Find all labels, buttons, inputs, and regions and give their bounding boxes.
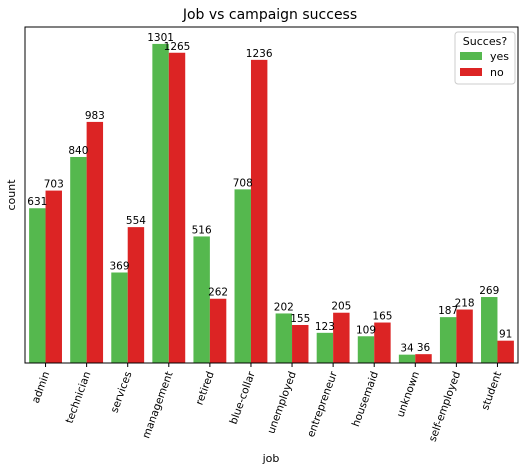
y-axis-label: count: [5, 179, 18, 211]
x-tick-label-blue-collar: blue-collar: [228, 369, 258, 426]
data-label-retired-no: 262: [208, 287, 228, 299]
bar-services-yes: [111, 273, 127, 363]
bar-unknown-no: [415, 354, 431, 363]
bar-self-employed-yes: [440, 317, 456, 363]
data-label-services-yes: 369: [109, 261, 129, 273]
x-tick-label-retired: retired: [194, 370, 217, 407]
x-tick-label-admin: admin: [30, 370, 53, 405]
bar-unemployed-no: [292, 325, 308, 363]
bar-housemaid-yes: [358, 336, 374, 363]
bar-student-yes: [481, 297, 497, 363]
data-label-unemployed-yes: 202: [274, 301, 294, 313]
data-label-unknown-no: 36: [417, 342, 431, 354]
bar-entrepreneur-no: [333, 313, 349, 363]
x-tick-label-student: student: [479, 370, 504, 412]
legend-swatch-no: [460, 68, 482, 76]
x-tick-label-services: services: [109, 370, 135, 415]
legend-swatch-yes: [460, 52, 482, 60]
x-tick-label-self-employed: self-employed: [427, 370, 464, 443]
legend: Succes? yes no: [455, 32, 515, 84]
legend-label-no: no: [490, 66, 504, 79]
data-label-unknown-yes: 34: [400, 343, 414, 355]
data-label-housemaid-yes: 109: [356, 324, 376, 336]
x-tick-label-management: management: [140, 370, 175, 440]
x-tick-label-unemployed: unemployed: [265, 370, 299, 436]
x-tick-label-entrepreneur: entrepreneur: [305, 369, 340, 439]
bar-admin-no: [46, 191, 62, 363]
x-ticks-layer: admin technician services management retired…: [30, 363, 504, 443]
legend-label-yes: yes: [490, 50, 509, 63]
x-tick-label-housemaid: housemaid: [350, 370, 381, 429]
data-label-student-yes: 269: [479, 285, 499, 297]
bar-admin-yes: [29, 208, 45, 363]
data-label-student-no: 91: [499, 329, 512, 341]
data-label-blue-collar-no: 1236: [246, 48, 273, 60]
data-label-admin-yes: 631: [27, 196, 47, 208]
data-label-retired-yes: 516: [192, 224, 212, 236]
bar-entrepreneur-yes: [317, 333, 333, 363]
data-label-admin-no: 703: [44, 179, 64, 191]
bar-services-no: [128, 227, 144, 363]
data-label-management-no: 1265: [164, 41, 191, 53]
bar-retired-no: [210, 299, 226, 363]
data-label-entrepreneur-no: 205: [331, 301, 351, 313]
data-label-self-employed-no: 218: [455, 298, 475, 310]
data-label-unemployed-no: 155: [290, 313, 310, 325]
x-tick-label-technician: technician: [64, 370, 94, 425]
data-label-technician-no: 983: [85, 110, 105, 122]
data-label-blue-collar-yes: 708: [233, 177, 253, 189]
bar-student-no: [497, 341, 513, 363]
data-label-housemaid-no: 165: [372, 311, 392, 323]
bar-management-yes: [152, 44, 168, 363]
data-label-entrepreneur-yes: 123: [315, 321, 335, 333]
bar-retired-yes: [193, 236, 209, 363]
bar-housemaid-no: [374, 323, 390, 363]
data-label-services-no: 554: [126, 215, 146, 227]
bar-self-employed-no: [456, 310, 472, 363]
chart-title: Job vs campaign success: [182, 7, 357, 23]
bar-technician-yes: [70, 157, 86, 363]
bar-unknown-yes: [399, 355, 415, 363]
bar-management-no: [169, 53, 185, 363]
legend-title: Succes?: [463, 35, 508, 48]
bar-technician-no: [87, 122, 103, 363]
bar-blue-collar-yes: [235, 189, 251, 363]
x-axis-label: job: [262, 452, 280, 465]
data-label-technician-yes: 840: [68, 145, 88, 157]
x-tick-label-unknown: unknown: [395, 370, 423, 419]
bar-blue-collar-no: [251, 60, 267, 363]
